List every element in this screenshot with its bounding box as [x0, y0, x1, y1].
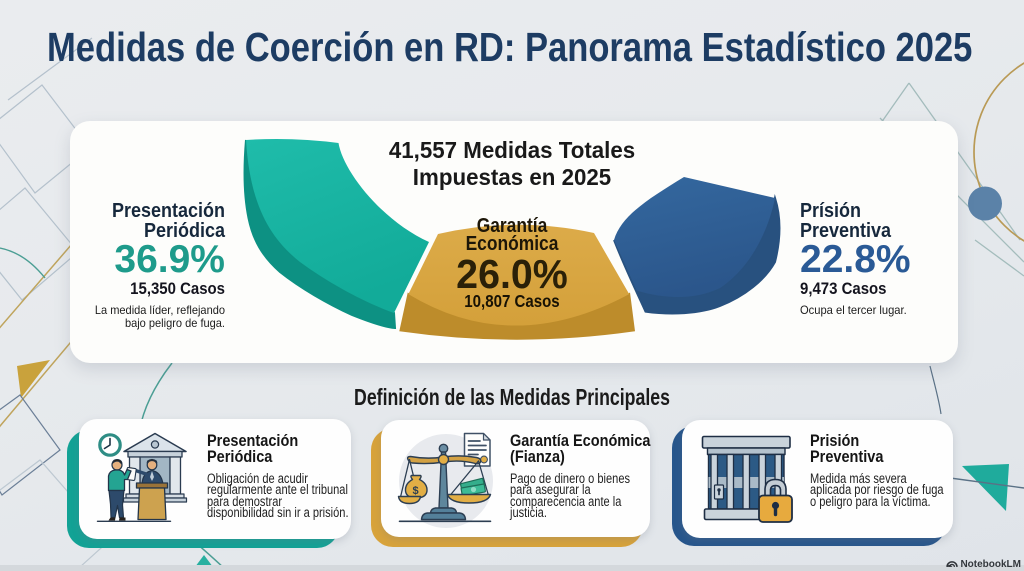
- svg-text:$: $: [413, 485, 419, 497]
